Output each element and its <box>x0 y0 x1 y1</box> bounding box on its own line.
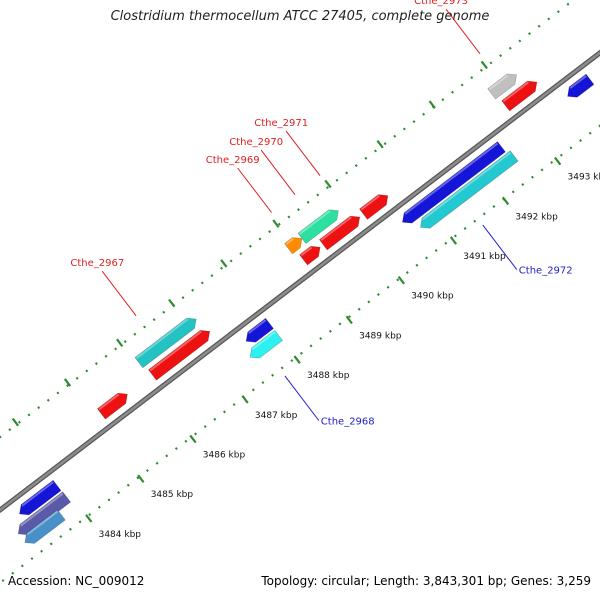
gene-label[interactable]: Cthe_2971 <box>254 118 308 129</box>
gene-feature[interactable] <box>19 479 62 516</box>
gene-label-leader <box>101 270 137 317</box>
tick-label: 3484 kbp <box>99 530 142 540</box>
gene-label[interactable]: Cthe_2968 <box>321 417 375 428</box>
gene-feature-highlight <box>488 74 509 91</box>
gene-feature[interactable] <box>24 509 66 544</box>
gene-label-leader <box>445 8 481 55</box>
gene-label-leader <box>482 224 518 270</box>
major-tick <box>189 434 197 444</box>
gene-feature-highlight <box>422 151 511 220</box>
major-tick <box>480 60 488 70</box>
gene-label-leader <box>285 130 321 176</box>
gene-feature[interactable] <box>284 237 303 255</box>
major-tick <box>428 100 436 109</box>
tick-label: 3493 kbp <box>568 173 600 183</box>
gene-feature-highlight <box>248 319 267 334</box>
gene-feature-highlight <box>404 142 499 215</box>
genome-backbone <box>0 51 600 512</box>
gene-feature[interactable] <box>17 491 72 536</box>
tick-label: 3488 kbp <box>307 371 350 381</box>
gene-feature-highlight <box>360 195 380 211</box>
major-tick <box>241 395 249 404</box>
gene-feature[interactable] <box>567 73 595 98</box>
tick-label: 3492 kbp <box>515 212 558 222</box>
major-tick <box>137 474 145 483</box>
gene-feature-highlight <box>300 246 313 257</box>
accession-text: Accession: NC_009012 <box>8 574 145 588</box>
gene-feature-highlight <box>320 216 352 241</box>
gene-feature[interactable] <box>245 317 274 343</box>
gene-feature[interactable] <box>420 150 519 229</box>
gene-label-leader <box>260 149 296 196</box>
major-tick <box>554 156 562 166</box>
gene-feature-highlight <box>569 75 587 89</box>
gene-feature[interactable] <box>487 73 517 100</box>
gene-feature[interactable] <box>318 215 361 251</box>
gene-feature[interactable] <box>501 80 538 112</box>
major-tick <box>324 179 332 189</box>
major-tick <box>449 236 458 245</box>
gene-feature[interactable] <box>96 392 128 420</box>
tick-label: 3489 kbp <box>359 331 402 341</box>
major-tick <box>85 514 93 523</box>
tick-label: 3490 kbp <box>411 292 454 302</box>
gene-feature-highlight <box>285 237 294 245</box>
gene-feature[interactable] <box>148 330 211 381</box>
genome-summary-text: Topology: circular; Length: 3,843,301 bp… <box>261 574 591 588</box>
gene-feature[interactable] <box>134 317 197 369</box>
genome-title: Clostridium thermocellum ATCC 27405, com… <box>110 9 490 24</box>
major-tick <box>293 355 301 364</box>
gene-label[interactable]: Cthe_2969 <box>206 155 260 166</box>
major-tick <box>376 140 384 149</box>
gene-feature-highlight <box>149 330 202 372</box>
tick-label: 3491 kbp <box>463 252 506 262</box>
gene-feature-highlight <box>20 492 64 527</box>
reverse-tick-ring <box>0 124 600 585</box>
gene-feature-highlight <box>26 510 59 536</box>
gene-label-leader <box>284 375 320 421</box>
gene-label-leader <box>237 167 272 213</box>
gene-label[interactable]: Cthe_2972 <box>519 266 573 277</box>
major-tick <box>345 315 353 325</box>
major-tick <box>116 338 124 348</box>
gene-label[interactable]: Cthe_2973 <box>414 0 468 7</box>
major-tick <box>220 259 228 268</box>
tick-label: 3487 kbp <box>255 411 298 421</box>
gene-feature[interactable] <box>297 209 339 245</box>
major-tick <box>397 275 405 285</box>
gene-feature[interactable] <box>249 329 284 359</box>
gene-label[interactable]: Cthe_2967 <box>70 258 124 269</box>
gene-feature-highlight <box>299 210 331 235</box>
gene-feature[interactable] <box>359 194 389 220</box>
gene-label[interactable]: Cthe_2970 <box>229 137 283 148</box>
major-tick <box>168 298 176 308</box>
gene-feature[interactable] <box>299 245 321 266</box>
tick-label: 3485 kbp <box>151 490 194 500</box>
gene-feature[interactable] <box>402 141 506 224</box>
tick-label: 3486 kbp <box>203 451 246 461</box>
gene-feature-highlight <box>251 331 276 350</box>
major-tick <box>63 378 72 387</box>
gene-feature-highlight <box>136 318 189 359</box>
major-tick <box>501 196 510 206</box>
major-tick <box>272 219 280 228</box>
gene-feature-highlight <box>21 481 54 507</box>
gene-feature-highlight <box>98 393 120 411</box>
gene-feature-highlight <box>502 81 529 103</box>
major-tick <box>11 417 20 427</box>
